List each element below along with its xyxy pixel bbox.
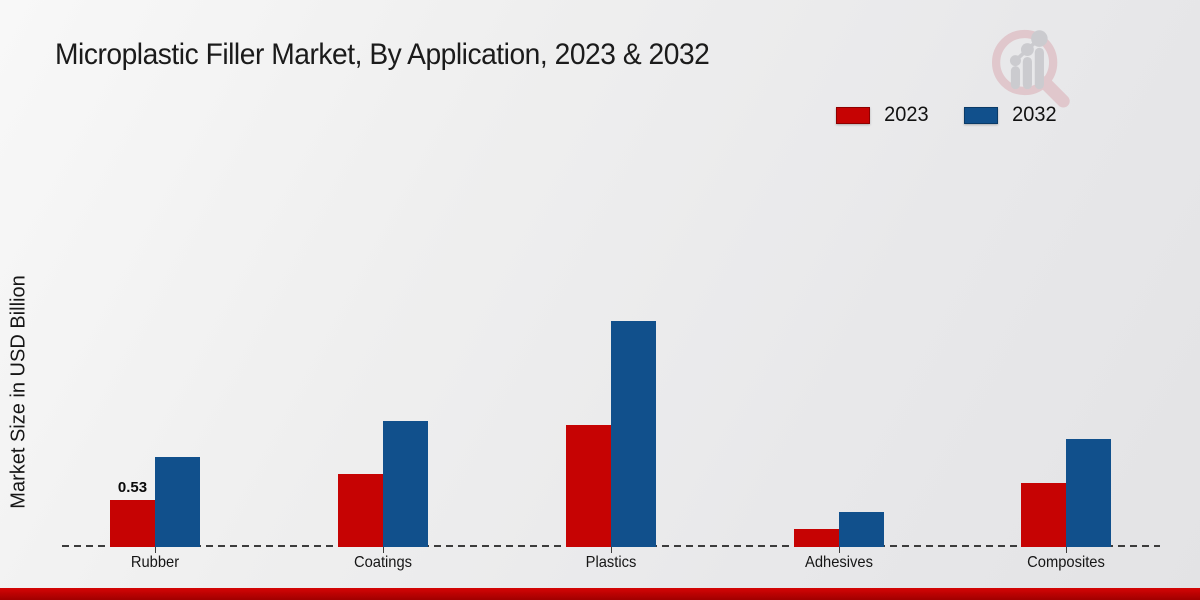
category-label-composites: Composites bbox=[1027, 554, 1105, 571]
legend-swatch-2032 bbox=[963, 106, 998, 124]
x-axis-tick-adhesives bbox=[838, 547, 840, 553]
bar-rubber-2023 bbox=[110, 500, 155, 547]
bar-composites-2032 bbox=[1066, 438, 1111, 547]
chart-title: Microplastic Filler Market, By Applicati… bbox=[55, 38, 710, 71]
data-label-rubber-2023: 0.53 bbox=[117, 478, 148, 496]
legend-swatch-2023 bbox=[836, 106, 870, 124]
x-axis-tick-coatings bbox=[383, 547, 384, 553]
bar-rubber-2032 bbox=[155, 456, 200, 547]
bar-plastics-2032 bbox=[611, 320, 656, 547]
bar-adhesives-2032 bbox=[838, 512, 884, 547]
bar-plastics-2023 bbox=[566, 424, 611, 547]
bar-coatings-2023 bbox=[338, 474, 383, 547]
x-axis-tick-rubber bbox=[155, 547, 156, 553]
magnifier-bar-chart-logo-icon bbox=[991, 29, 1070, 108]
legend-item-2032: 2032 bbox=[963, 103, 1058, 127]
category-label-coatings: Coatings bbox=[353, 554, 413, 571]
bar-coatings-2032 bbox=[383, 421, 428, 547]
bottom-red-banner bbox=[0, 588, 1200, 600]
x-axis-tick-composites bbox=[1066, 547, 1067, 553]
x-axis-tick-plastics bbox=[611, 547, 612, 553]
bar-composites-2023 bbox=[1021, 483, 1066, 547]
legend-item-2023: 2023 bbox=[836, 103, 930, 127]
category-label-adhesives: Adhesives bbox=[804, 554, 873, 571]
legend-label-2023: 2023 bbox=[884, 103, 929, 126]
legend: 2023 2032 bbox=[836, 103, 1057, 127]
category-label-plastics: Plastics bbox=[585, 554, 637, 571]
bar-adhesives-2023 bbox=[793, 529, 839, 547]
category-label-rubber: Rubber bbox=[130, 554, 180, 571]
legend-label-2032: 2032 bbox=[1011, 103, 1057, 126]
